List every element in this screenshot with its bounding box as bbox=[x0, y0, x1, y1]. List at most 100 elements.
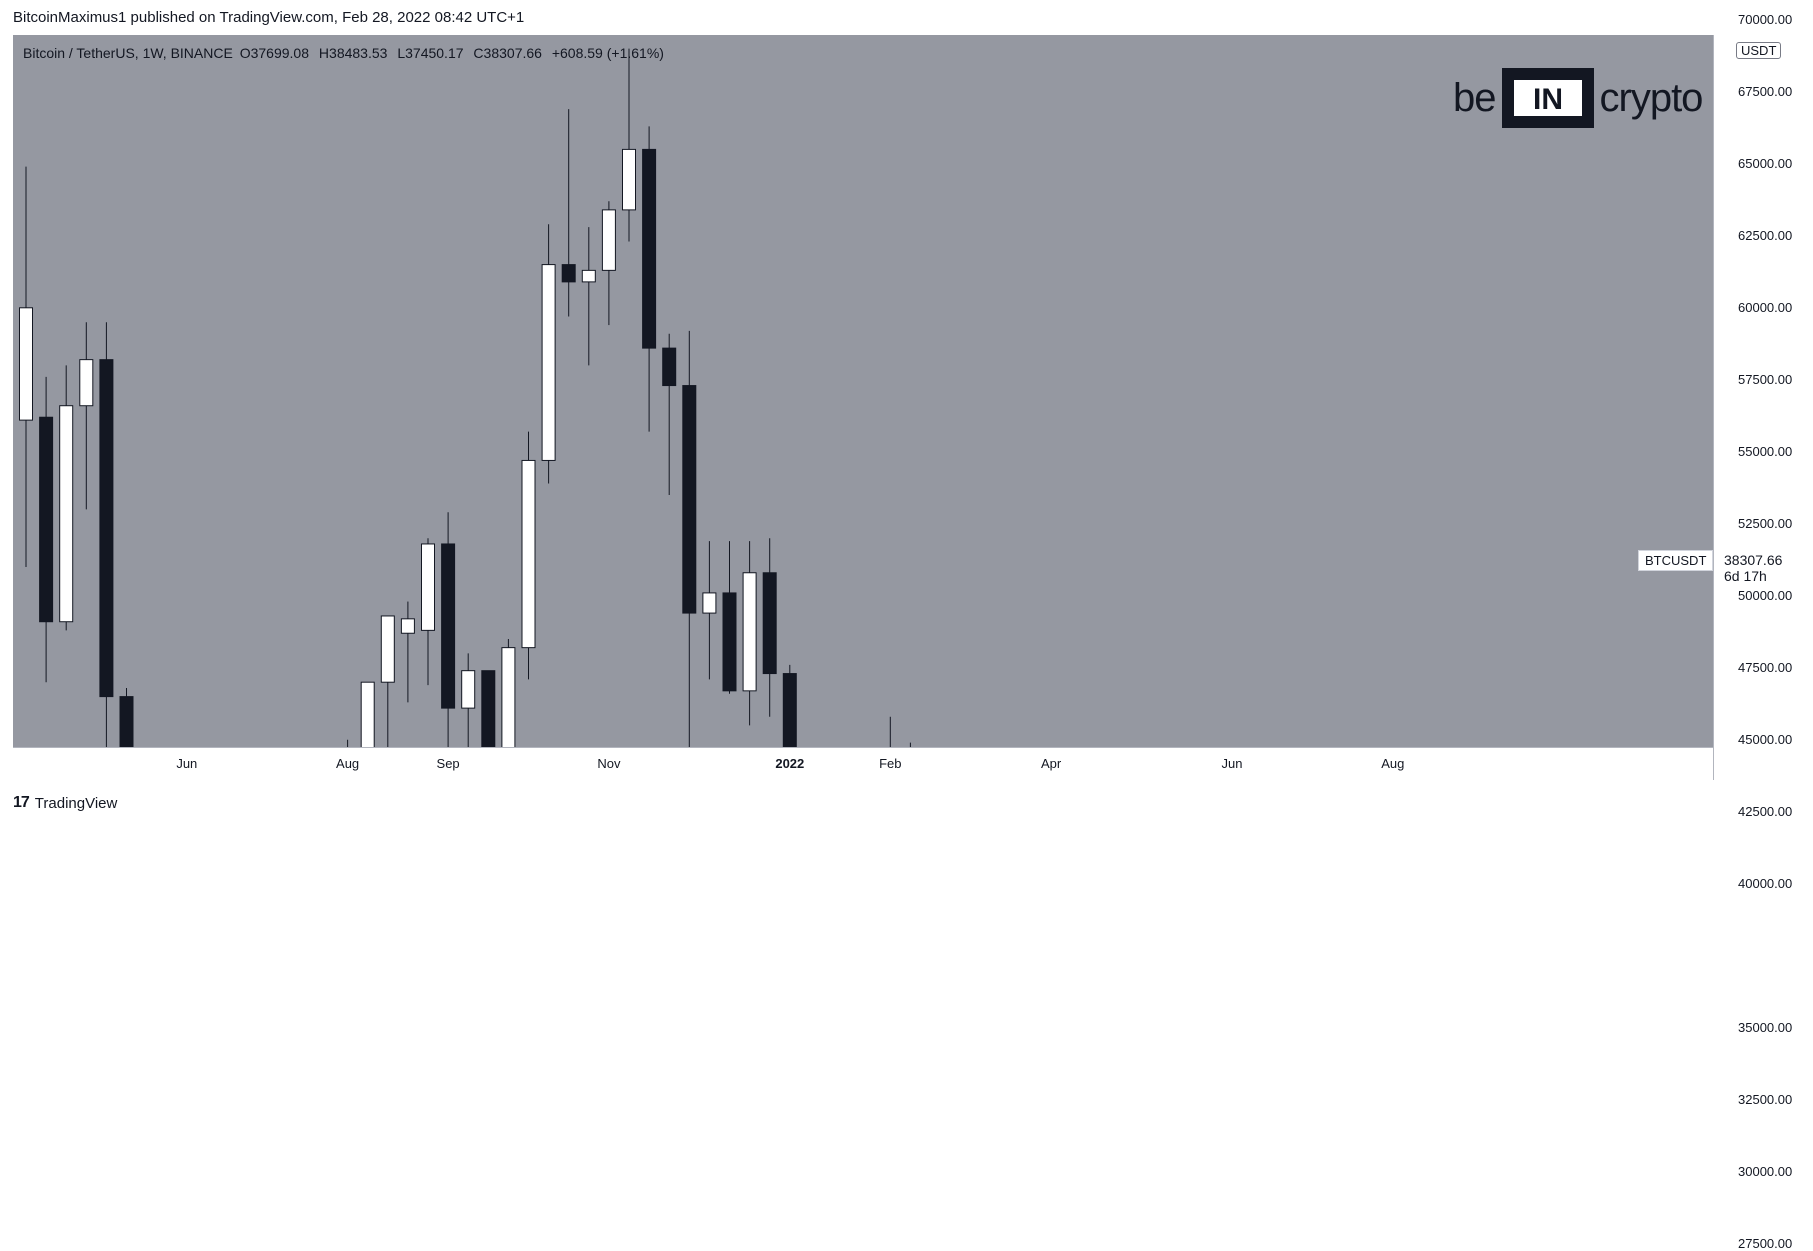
candle bbox=[722, 541, 737, 694]
x-tick-label: Jun bbox=[1221, 756, 1243, 771]
x-tick-label: Feb bbox=[879, 756, 902, 771]
y-tick-label: 62500.00 bbox=[1738, 227, 1793, 243]
candle bbox=[622, 48, 636, 242]
candle bbox=[380, 615, 395, 747]
candle bbox=[441, 512, 456, 747]
y-tick-label: 70000.00 bbox=[1738, 11, 1793, 27]
price-axis[interactable] bbox=[1713, 35, 1813, 780]
candle-body bbox=[360, 681, 375, 747]
y-tick-label: 35000.00 bbox=[1738, 1019, 1793, 1035]
y-tick-label: 65000.00 bbox=[1738, 155, 1793, 171]
legend-symbol[interactable]: Bitcoin / TetherUS, 1W, BINANCE bbox=[23, 45, 233, 61]
currency-unit-badge[interactable]: USDT bbox=[1736, 42, 1782, 59]
x-tick-label: Jun bbox=[176, 756, 198, 771]
legend-open-label: O bbox=[239, 45, 251, 61]
candle-body bbox=[581, 269, 596, 283]
candle bbox=[400, 601, 415, 703]
publisher-line: BitcoinMaximus1 published on TradingView… bbox=[13, 9, 525, 26]
candle bbox=[461, 653, 476, 747]
candle bbox=[421, 538, 435, 686]
candle-body bbox=[622, 148, 636, 211]
candle-body bbox=[722, 592, 737, 692]
x-tick-label: 2022 bbox=[775, 756, 805, 771]
candle-body bbox=[19, 307, 33, 421]
candle-body bbox=[400, 618, 415, 634]
legend-open-value: 37699.08 bbox=[250, 45, 310, 61]
candle-body bbox=[421, 543, 435, 631]
candlestick-chart bbox=[19, 48, 911, 747]
candle-body bbox=[119, 696, 134, 747]
y-tick-label: 27500.00 bbox=[1738, 1235, 1793, 1251]
tradingview-footer[interactable]: 17 TradingView bbox=[13, 794, 117, 812]
candle-body bbox=[79, 359, 94, 407]
legend-close-label: C bbox=[473, 45, 484, 61]
y-tick-label: 60000.00 bbox=[1738, 299, 1793, 315]
beincrypto-logo: be IN crypto bbox=[1453, 63, 1703, 133]
candle-body bbox=[782, 673, 797, 747]
logo-in-text: IN bbox=[1533, 83, 1563, 116]
y-tick-label: 32500.00 bbox=[1738, 1091, 1793, 1107]
candle-body bbox=[682, 385, 697, 614]
candle bbox=[581, 227, 596, 366]
time-axis[interactable] bbox=[13, 747, 1713, 781]
last-price-tag: 38307.66 6d 17h bbox=[1720, 550, 1787, 586]
chart-plot-area[interactable]: Bitcoin / TetherUS, 1W, BINANCE O37699.0… bbox=[13, 35, 1713, 747]
x-tick-label: Aug bbox=[1381, 756, 1405, 771]
y-tick-label: 57500.00 bbox=[1738, 371, 1793, 387]
candle bbox=[762, 538, 777, 717]
candle-body bbox=[742, 572, 757, 692]
x-tick-label: Aug bbox=[336, 756, 360, 771]
candle bbox=[601, 201, 616, 326]
candle-body bbox=[59, 405, 74, 623]
candle bbox=[481, 670, 496, 747]
candle bbox=[347, 739, 349, 747]
candle-body bbox=[481, 670, 496, 747]
candle-body bbox=[762, 572, 777, 675]
y-tick-label: 67500.00 bbox=[1738, 83, 1793, 99]
candle bbox=[59, 365, 74, 631]
chart-legend: Bitcoin / TetherUS, 1W, BINANCE O37699.0… bbox=[23, 45, 667, 61]
candle bbox=[702, 541, 717, 680]
legend-high-value: 38483.53 bbox=[329, 45, 388, 61]
legend-close-value: 38307.66 bbox=[483, 45, 542, 61]
candle bbox=[782, 664, 797, 747]
candle-body bbox=[380, 615, 395, 683]
candle bbox=[99, 322, 114, 747]
y-tick-label: 55000.00 bbox=[1738, 443, 1793, 459]
candle-body bbox=[39, 416, 54, 623]
candle bbox=[19, 166, 33, 567]
y-tick-label: 40000.00 bbox=[1738, 875, 1793, 891]
candle-body bbox=[99, 359, 114, 698]
candle-body bbox=[642, 148, 657, 349]
candle-body bbox=[601, 209, 616, 271]
candle bbox=[541, 224, 556, 484]
y-tick-label: 45000.00 bbox=[1738, 731, 1793, 747]
candle-body bbox=[561, 264, 576, 283]
candle-body bbox=[501, 647, 516, 747]
legend-low-value: 37450.17 bbox=[405, 45, 464, 61]
candle-body bbox=[521, 459, 536, 649]
candle bbox=[742, 541, 757, 726]
candle-body bbox=[541, 264, 556, 461]
candle bbox=[682, 330, 697, 747]
candle bbox=[39, 376, 54, 683]
candle bbox=[360, 681, 375, 747]
x-tick-label: Sep bbox=[436, 756, 460, 771]
symbol-price-tag: BTCUSDT bbox=[1638, 550, 1714, 571]
y-tick-label: 50000.00 bbox=[1738, 587, 1793, 603]
tradingview-logo-icon: 17 bbox=[13, 794, 30, 811]
candle bbox=[79, 322, 94, 510]
candle-body bbox=[662, 347, 677, 387]
candle-body bbox=[441, 543, 456, 709]
candle bbox=[889, 716, 891, 747]
candle bbox=[119, 687, 134, 747]
candle bbox=[642, 126, 657, 432]
candle bbox=[501, 639, 516, 747]
legend-change: +608.59 (+1.61%) bbox=[551, 45, 664, 61]
candle-body bbox=[702, 592, 717, 614]
candle-body bbox=[461, 670, 476, 709]
tradingview-brand: TradingView bbox=[34, 794, 118, 812]
x-tick-label: Nov bbox=[597, 756, 621, 771]
legend-high-label: H bbox=[318, 45, 330, 61]
logo-text-be: be bbox=[1453, 75, 1496, 120]
